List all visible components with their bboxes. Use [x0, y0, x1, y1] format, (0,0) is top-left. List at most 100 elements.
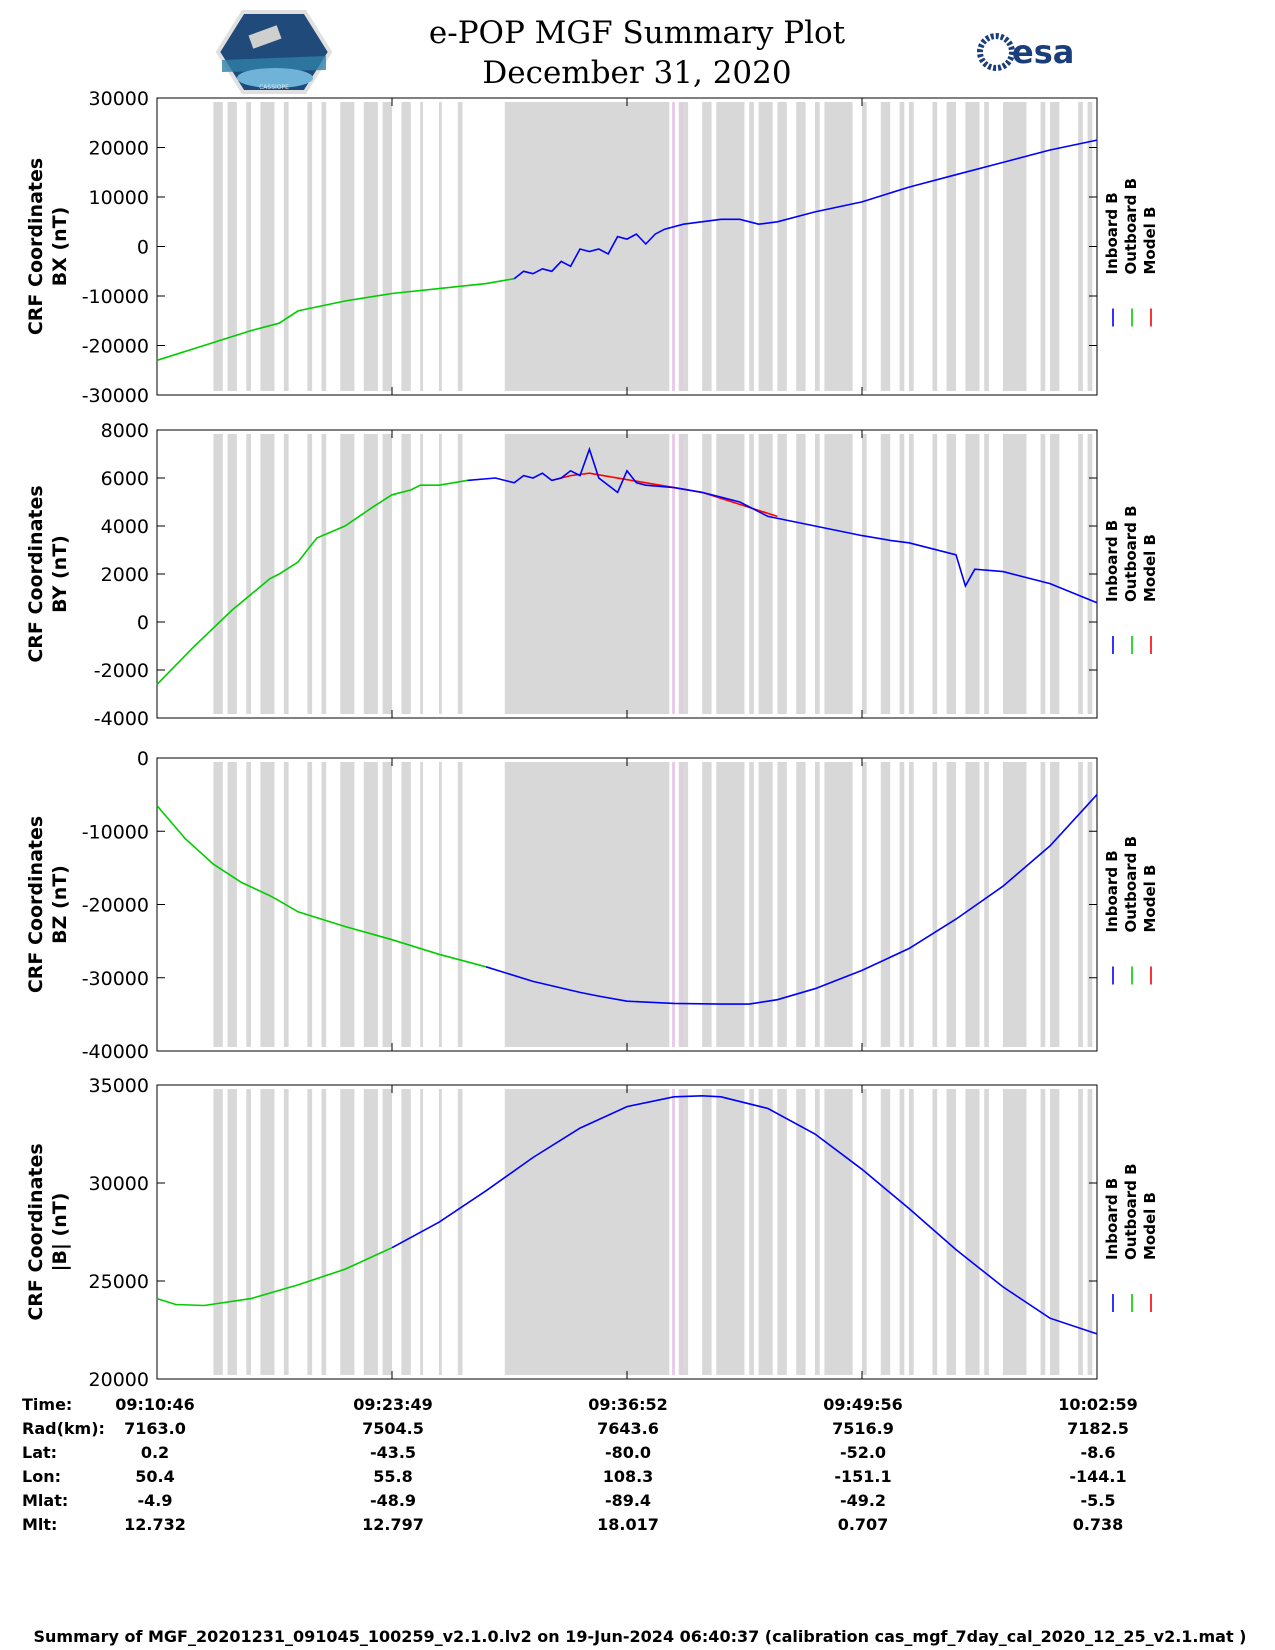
- orbit-table: Time: Rad(km): Lat: Lon: Mlat: Mlt: 09:10:46 71…: [22, 1395, 1138, 1534]
- gray-band: [1078, 1089, 1083, 1375]
- gray-band: [749, 762, 754, 1047]
- gray-band: [213, 1089, 223, 1375]
- gray-band: [824, 102, 853, 391]
- y-axis-label-line1: CRF Coordinates: [25, 1143, 47, 1320]
- gray-band: [340, 102, 355, 391]
- gray-band: [678, 434, 689, 714]
- gray-band: [1040, 762, 1046, 1047]
- gray-band: [283, 102, 289, 391]
- y-tick-label: 0: [137, 748, 149, 770]
- table-row-label: Lat:: [22, 1443, 57, 1462]
- gray-band: [932, 102, 938, 391]
- gray-band: [796, 102, 806, 391]
- gray-band: [899, 102, 905, 391]
- y-tick-label: 30000: [89, 88, 149, 110]
- gray-band: [824, 434, 853, 714]
- gray-band: [932, 762, 938, 1047]
- magenta-band: [680, 762, 683, 1047]
- gray-band: [457, 1089, 463, 1375]
- y-axis-label-line2: BY (nT): [49, 535, 71, 613]
- page-subtitle: December 31, 2020: [482, 55, 791, 91]
- gray-band: [880, 762, 891, 1047]
- series-line-inboard-b: [513, 139, 1098, 280]
- gray-band: [401, 1089, 411, 1375]
- table-cell: 7516.9: [832, 1419, 894, 1438]
- table-cell: 0.738: [1073, 1515, 1124, 1534]
- gray-band: [758, 434, 773, 714]
- legend-label: Model B: [1141, 534, 1159, 602]
- gray-band: [1050, 762, 1060, 1047]
- gray-band: [401, 102, 411, 391]
- y-axis-label-line2: |B| (nT): [49, 1193, 71, 1272]
- series-line-outboard-b: [156, 479, 468, 685]
- y-tick-label: 6000: [101, 468, 149, 490]
- gray-band: [899, 1089, 905, 1375]
- y-tick-label: -2000: [94, 660, 149, 682]
- gray-band: [749, 102, 754, 391]
- legend-label: Model B: [1141, 207, 1159, 275]
- gray-band: [702, 434, 712, 714]
- table-row-label: Lon:: [22, 1467, 61, 1486]
- gray-band: [824, 762, 853, 1047]
- legend: Inboard B Outboard B Model B: [1103, 505, 1159, 654]
- y-tick-label: 35000: [89, 1075, 149, 1097]
- y-axis-label: CRF Coordinates |B| (nT): [25, 1143, 71, 1320]
- gray-band: [716, 102, 745, 391]
- gray-band: [227, 434, 237, 714]
- panel-0: 30000 20000 10000 0 -10000 -20000 -30000 CRF Co…: [25, 88, 1159, 407]
- table-cell: 0.2: [141, 1443, 169, 1462]
- y-tick-label: 4000: [101, 516, 149, 538]
- esa-logo: esa: [977, 33, 1074, 71]
- gray-band: [909, 434, 914, 714]
- gray-band: [899, 434, 905, 714]
- gray-band: [439, 762, 442, 1047]
- gray-band: [824, 1089, 853, 1375]
- legend-label: Outboard B: [1122, 505, 1140, 602]
- gray-band: [382, 102, 392, 391]
- gray-band: [283, 1089, 289, 1375]
- gray-band: [1003, 762, 1027, 1047]
- legend: Inboard B Outboard B Model B: [1103, 1163, 1159, 1312]
- y-tick-label: 20000: [89, 1369, 149, 1391]
- gray-band: [678, 102, 689, 391]
- gray-band: [246, 102, 251, 391]
- table-cell: 09:36:52: [588, 1395, 668, 1414]
- gray-band: [1040, 1089, 1046, 1375]
- table-cell: 12.797: [362, 1515, 424, 1534]
- gray-band: [796, 434, 806, 714]
- table-cell: 55.8: [373, 1467, 412, 1486]
- table-cell: 7182.5: [1067, 1419, 1129, 1438]
- table-cell: -144.1: [1069, 1467, 1126, 1486]
- gray-band: [899, 762, 905, 1047]
- table-cell: -89.4: [605, 1491, 651, 1510]
- gray-band: [246, 762, 251, 1047]
- legend-label: Outboard B: [1122, 1163, 1140, 1260]
- gray-band: [213, 434, 223, 714]
- gray-band: [796, 762, 806, 1047]
- gray-band: [363, 102, 378, 391]
- gray-band: [965, 1089, 980, 1375]
- y-tick-label: -4000: [94, 708, 149, 730]
- y-tick-label: 8000: [101, 420, 149, 442]
- gray-band: [880, 1089, 891, 1375]
- gray-band: [321, 762, 327, 1047]
- gray-band: [401, 762, 411, 1047]
- cassiope-logo-text: CASSIOPE: [259, 84, 289, 91]
- y-axis-label-line1: CRF Coordinates: [25, 158, 47, 335]
- gray-band: [1087, 1089, 1093, 1375]
- esa-logo-text: esa: [1012, 33, 1074, 71]
- gray-band: [260, 102, 275, 391]
- gray-band: [758, 1089, 773, 1375]
- series-line-outboard-b: [156, 805, 487, 968]
- gray-band: [716, 434, 745, 714]
- y-tick-label: -40000: [82, 1041, 149, 1063]
- table-row-label: Mlat:: [22, 1491, 68, 1510]
- table-cell: -5.5: [1081, 1491, 1116, 1510]
- gray-band: [815, 762, 820, 1047]
- gray-band: [504, 762, 670, 1047]
- legend: Inboard B Outboard B Model B: [1103, 178, 1159, 327]
- table-cell: 09:23:49: [353, 1395, 433, 1414]
- legend-label: Outboard B: [1122, 178, 1140, 275]
- gray-band: [227, 102, 237, 391]
- table-cell: 108.3: [603, 1467, 654, 1486]
